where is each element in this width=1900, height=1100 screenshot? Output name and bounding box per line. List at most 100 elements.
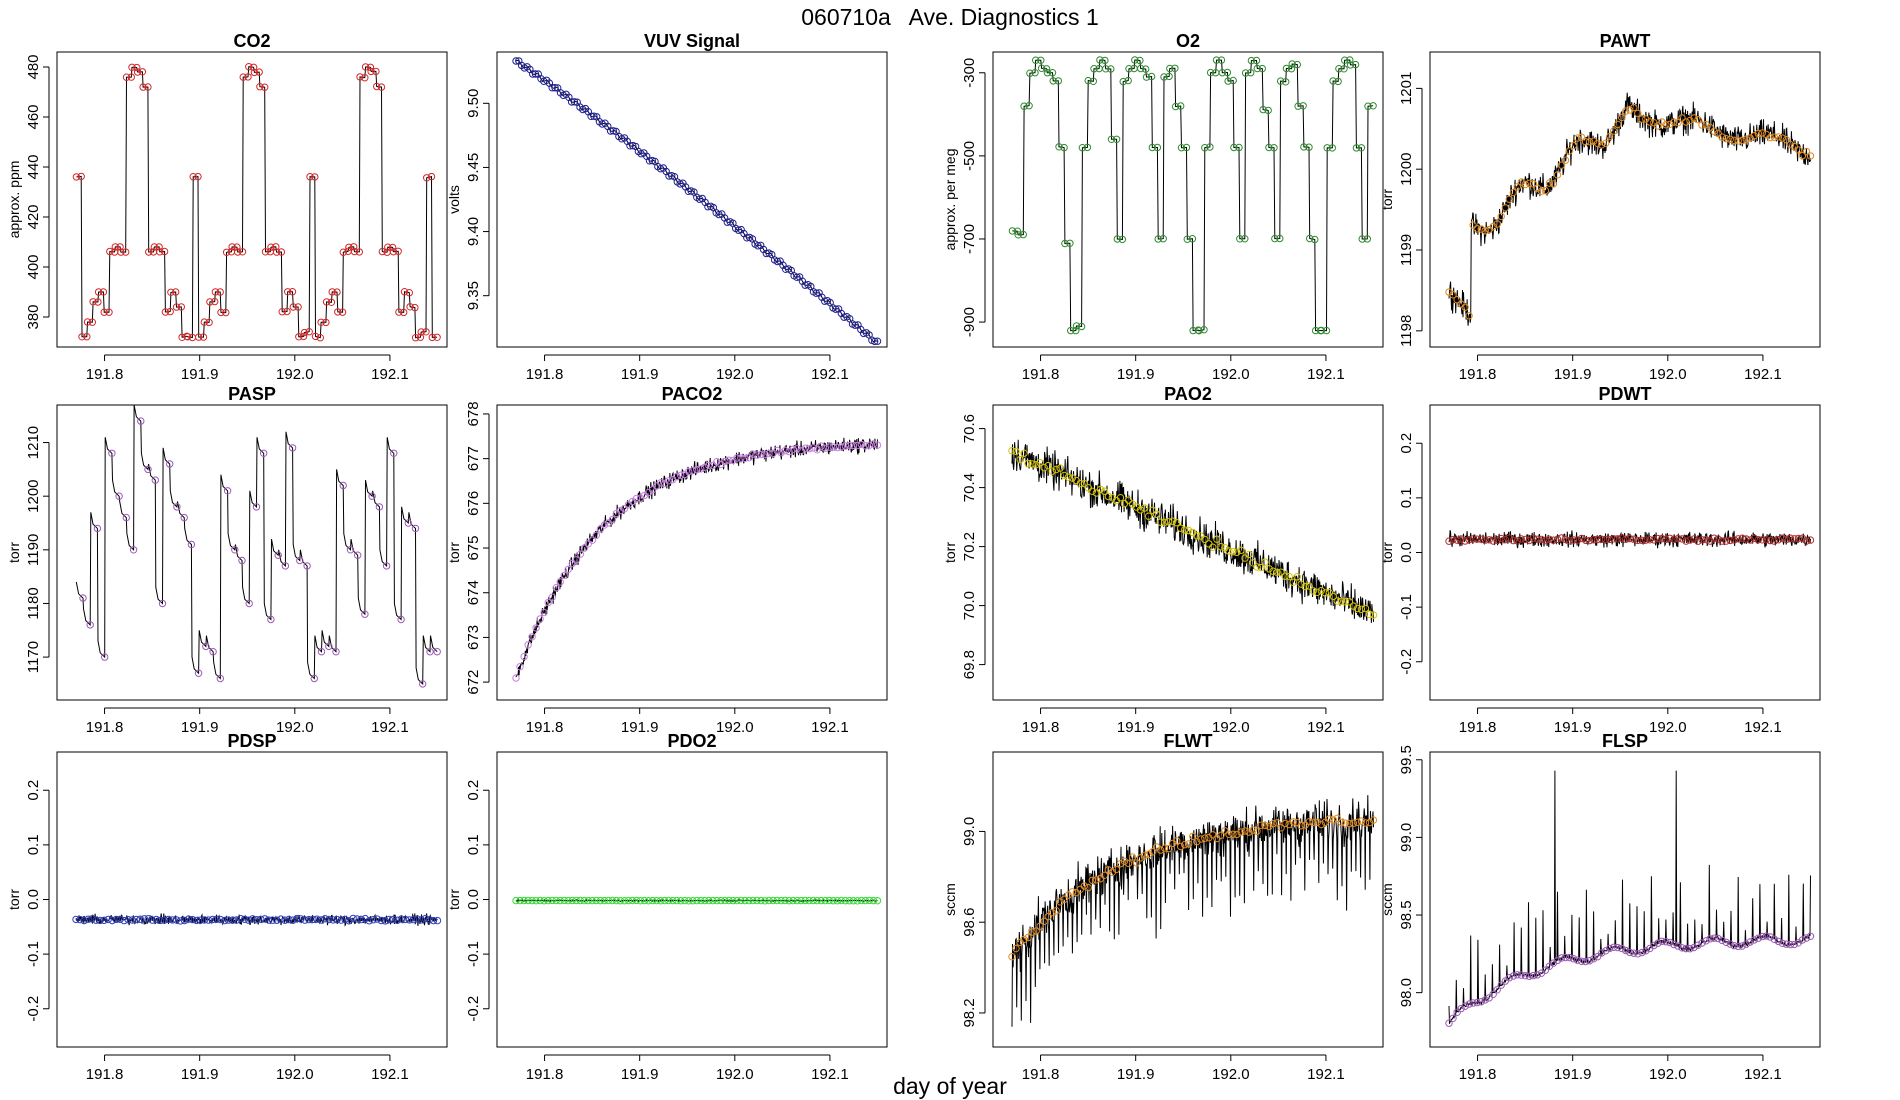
data-point: [849, 441, 858, 450]
data-point: [648, 486, 657, 494]
data-point: [1177, 524, 1185, 532]
data-point: [209, 648, 217, 656]
data-point: [729, 896, 737, 905]
x-tick-label: 192.0: [716, 719, 754, 736]
data-point: [1160, 73, 1168, 81]
y-tick-label: 0.0: [1398, 542, 1415, 563]
panel-title: PACO2: [662, 384, 723, 404]
data-point: [596, 525, 605, 533]
data-point: [1160, 844, 1169, 852]
data-point: [1798, 151, 1807, 160]
data-point: [1537, 187, 1546, 195]
x-tick-label: 192.1: [1307, 366, 1345, 383]
x-tick-label: 192.1: [811, 1066, 849, 1083]
y-axis-label: sccm: [1379, 883, 1395, 916]
data-point: [338, 308, 347, 316]
data-point: [568, 896, 576, 905]
data-point: [84, 915, 92, 923]
data-point: [1241, 69, 1250, 77]
data-point: [310, 674, 318, 683]
panel-title: FLSP: [1602, 731, 1648, 751]
y-tick-label: 400: [25, 254, 42, 279]
data-point: [211, 288, 220, 296]
data-point: [596, 896, 605, 905]
data-point: [1040, 917, 1048, 925]
data-point: [1152, 510, 1161, 518]
data-point: [1042, 65, 1051, 73]
x-tick-label: 191.9: [1117, 1066, 1155, 1083]
data-point: [1742, 135, 1750, 143]
data-point: [1206, 143, 1214, 151]
data-point: [1782, 535, 1791, 544]
data-point: [151, 476, 160, 484]
data-point: [1060, 895, 1068, 903]
data-point: [1306, 234, 1314, 243]
data-point: [88, 318, 97, 326]
data-point: [1630, 103, 1638, 112]
data-point: [528, 896, 536, 905]
data-point: [188, 915, 197, 924]
data-point: [853, 441, 862, 450]
data-point: [859, 329, 868, 338]
data-point: [1289, 818, 1297, 826]
data-point: [664, 896, 673, 905]
data-point: [1068, 474, 1077, 482]
data-point: [1209, 831, 1217, 839]
x-tick-label: 191.8: [86, 1066, 124, 1083]
data-point: [111, 243, 120, 251]
data-point: [570, 98, 579, 106]
data-point: [1738, 136, 1746, 145]
y-tick-label: 1201: [1398, 72, 1415, 105]
data-point: [1077, 322, 1086, 331]
data-point: [656, 897, 665, 905]
data-point: [1481, 536, 1489, 544]
data-point: [261, 248, 270, 256]
x-tick-label: 191.8: [1459, 1066, 1497, 1083]
data-point: [395, 308, 403, 316]
data-point: [628, 896, 637, 905]
data-point: [1032, 927, 1040, 935]
data-point: [296, 556, 304, 565]
data-point: [1334, 77, 1342, 86]
data-point: [793, 445, 801, 453]
data-point: [1008, 447, 1016, 455]
panel-title: PDO2: [667, 731, 716, 751]
data-point: [754, 242, 762, 250]
x-tick-label: 192.0: [276, 719, 314, 736]
data-point: [1593, 535, 1602, 544]
data-point: [369, 916, 377, 924]
data-point: [1489, 990, 1497, 998]
data-point: [1052, 465, 1060, 474]
y-axis-label: torr: [942, 542, 958, 563]
data-point: [1561, 953, 1570, 962]
data-point: [322, 298, 331, 306]
panel-title: VUV Signal: [644, 31, 740, 51]
data-point: [813, 896, 821, 905]
data-point: [857, 440, 866, 449]
data-point: [283, 307, 291, 316]
data-point: [1269, 567, 1277, 575]
data-point: [1096, 56, 1104, 64]
data-point: [1159, 235, 1167, 243]
data-point: [552, 584, 560, 592]
data-point: [1638, 536, 1646, 544]
data-point: [1036, 922, 1044, 930]
data-point: [328, 288, 336, 296]
data-point: [339, 481, 347, 490]
data-point: [1718, 537, 1726, 545]
data-point: [317, 916, 325, 924]
data-point: [173, 503, 181, 511]
data-point: [1195, 327, 1203, 335]
data-point: [1465, 536, 1473, 544]
data-point: [1585, 536, 1594, 545]
data-point: [385, 915, 393, 924]
data-point: [1245, 828, 1253, 836]
y-tick-label: 0.1: [25, 834, 42, 855]
data-point: [334, 308, 342, 316]
data-point: [873, 337, 882, 345]
data-point: [341, 915, 349, 924]
data-point: [1577, 534, 1586, 543]
data-point: [269, 916, 277, 924]
data-point: [1457, 1004, 1465, 1013]
data-point: [164, 915, 173, 924]
